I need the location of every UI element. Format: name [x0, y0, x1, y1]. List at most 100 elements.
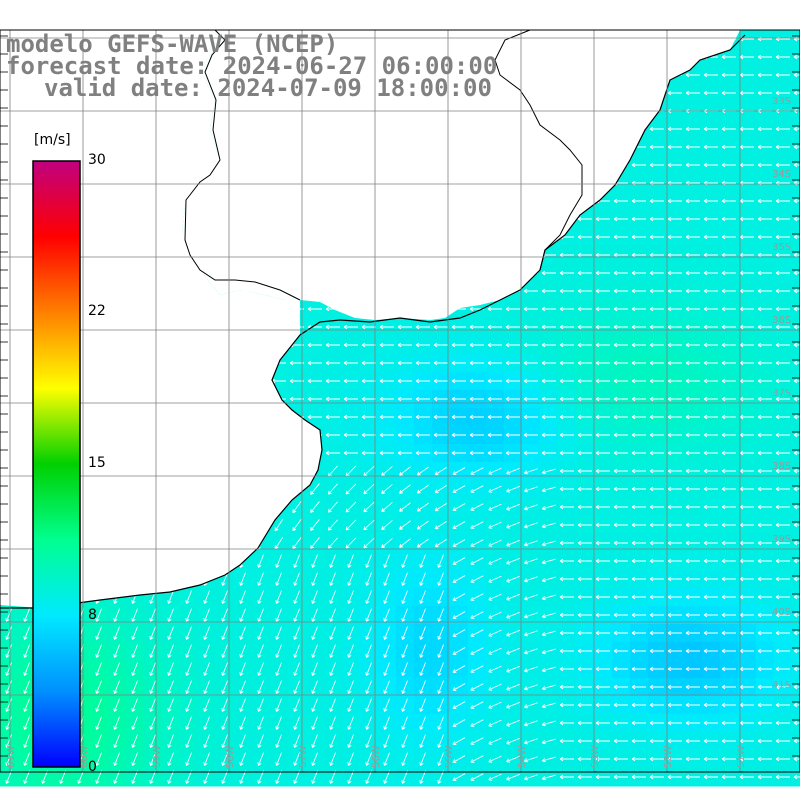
wind-arrow — [577, 738, 592, 744]
wind-arrow — [239, 680, 246, 694]
wind-arrow — [721, 270, 736, 276]
coastline — [0, 0, 800, 320]
wind-arrow — [541, 288, 556, 294]
wind-arrow — [667, 306, 682, 312]
wind-arrow — [23, 734, 30, 748]
wind-arrow — [239, 698, 246, 712]
latitude-label: 37S — [772, 388, 791, 399]
wind-arrow — [437, 590, 444, 604]
wind-arrow — [649, 270, 664, 276]
wind-arrow — [149, 770, 156, 784]
wind-arrow — [667, 522, 682, 528]
wind-arrow — [365, 644, 372, 658]
wind-arrow — [703, 558, 718, 564]
wind-arrow — [703, 486, 718, 492]
wind-arrow — [649, 720, 664, 726]
wind-arrow — [221, 752, 228, 766]
wind-arrow — [383, 698, 390, 712]
wind-arrow — [469, 342, 484, 348]
wind-arrow — [757, 216, 772, 222]
wind-arrow — [257, 752, 264, 766]
wind-arrow — [131, 608, 138, 622]
wind-arrow — [329, 644, 336, 658]
wind-arrow — [685, 90, 700, 96]
wind-arrow — [685, 270, 700, 276]
wind-arrow — [221, 572, 228, 586]
wind-arrow — [379, 324, 394, 330]
wind-arrow — [757, 252, 772, 258]
wind-arrow — [506, 522, 520, 529]
wind-arrow — [685, 774, 700, 780]
wind-arrow — [739, 90, 754, 96]
wind-arrow — [793, 522, 800, 528]
wind-arrow — [685, 252, 700, 258]
longitude-label: 52W — [663, 745, 674, 768]
wind-arrow — [5, 752, 12, 766]
wind-arrow — [703, 702, 718, 708]
wind-arrow — [345, 483, 357, 495]
wind-arrow — [739, 648, 754, 654]
wind-arrow — [775, 756, 790, 762]
wind-arrow — [685, 360, 700, 366]
wind-arrow — [470, 773, 484, 781]
wind-arrow — [275, 572, 282, 586]
wind-arrow — [739, 72, 754, 78]
wind-arrow — [5, 734, 12, 748]
wind-arrow — [613, 342, 628, 348]
wind-arrow — [775, 126, 790, 132]
wind-arrow — [577, 594, 592, 600]
wind-arrow — [703, 738, 718, 744]
wind-arrow — [703, 612, 718, 618]
wind-arrow — [419, 626, 426, 640]
wind-arrow — [383, 590, 390, 604]
wind-arrow — [739, 306, 754, 312]
wind-arrow — [451, 414, 466, 420]
wind-arrow — [433, 378, 448, 384]
wind-arrow — [506, 774, 520, 781]
wind-arrow — [559, 666, 574, 672]
wind-arrow — [470, 503, 484, 511]
wind-arrow — [307, 378, 322, 384]
wind-arrow — [415, 360, 430, 366]
wind-arrow — [667, 144, 682, 150]
wind-arrow — [487, 450, 502, 456]
wind-arrow — [541, 684, 556, 691]
wind-arrow — [595, 702, 610, 708]
wind-arrow — [293, 590, 300, 604]
wind-arrow — [703, 594, 718, 600]
wind-arrow — [327, 537, 338, 549]
wind-arrow — [452, 593, 466, 601]
wind-arrow — [469, 396, 484, 402]
wind-arrow — [275, 608, 282, 622]
wind-arrow — [739, 198, 754, 204]
wind-arrow — [775, 774, 790, 780]
colorbar-tick-30: 30 — [88, 152, 106, 168]
wind-arrow — [506, 666, 520, 673]
wind-arrow — [347, 716, 354, 730]
wind-arrow — [470, 557, 484, 565]
wind-arrow — [685, 630, 700, 636]
wind-arrow — [631, 738, 646, 744]
wind-arrow — [775, 144, 790, 150]
wind-arrow — [383, 770, 390, 784]
wind-arrow — [541, 522, 556, 529]
wind-arrow — [452, 755, 466, 763]
wind-arrow — [775, 90, 790, 96]
wind-arrow — [775, 360, 790, 366]
wind-arrow — [775, 468, 790, 474]
wind-arrow — [437, 662, 444, 676]
wind-arrow — [307, 306, 322, 312]
wind-arrow — [793, 432, 800, 438]
wind-arrow — [541, 504, 556, 511]
wind-arrow — [559, 468, 574, 474]
wind-arrow — [739, 324, 754, 330]
wind-arrow — [667, 324, 682, 330]
wind-arrow — [433, 414, 448, 420]
wind-arrow — [113, 608, 120, 622]
wind-arrow — [524, 738, 538, 745]
wind-arrow — [649, 504, 664, 510]
wind-arrow — [505, 378, 520, 384]
wind-arrow — [221, 734, 228, 748]
wind-arrow — [343, 342, 358, 348]
wind-arrow — [649, 324, 664, 330]
